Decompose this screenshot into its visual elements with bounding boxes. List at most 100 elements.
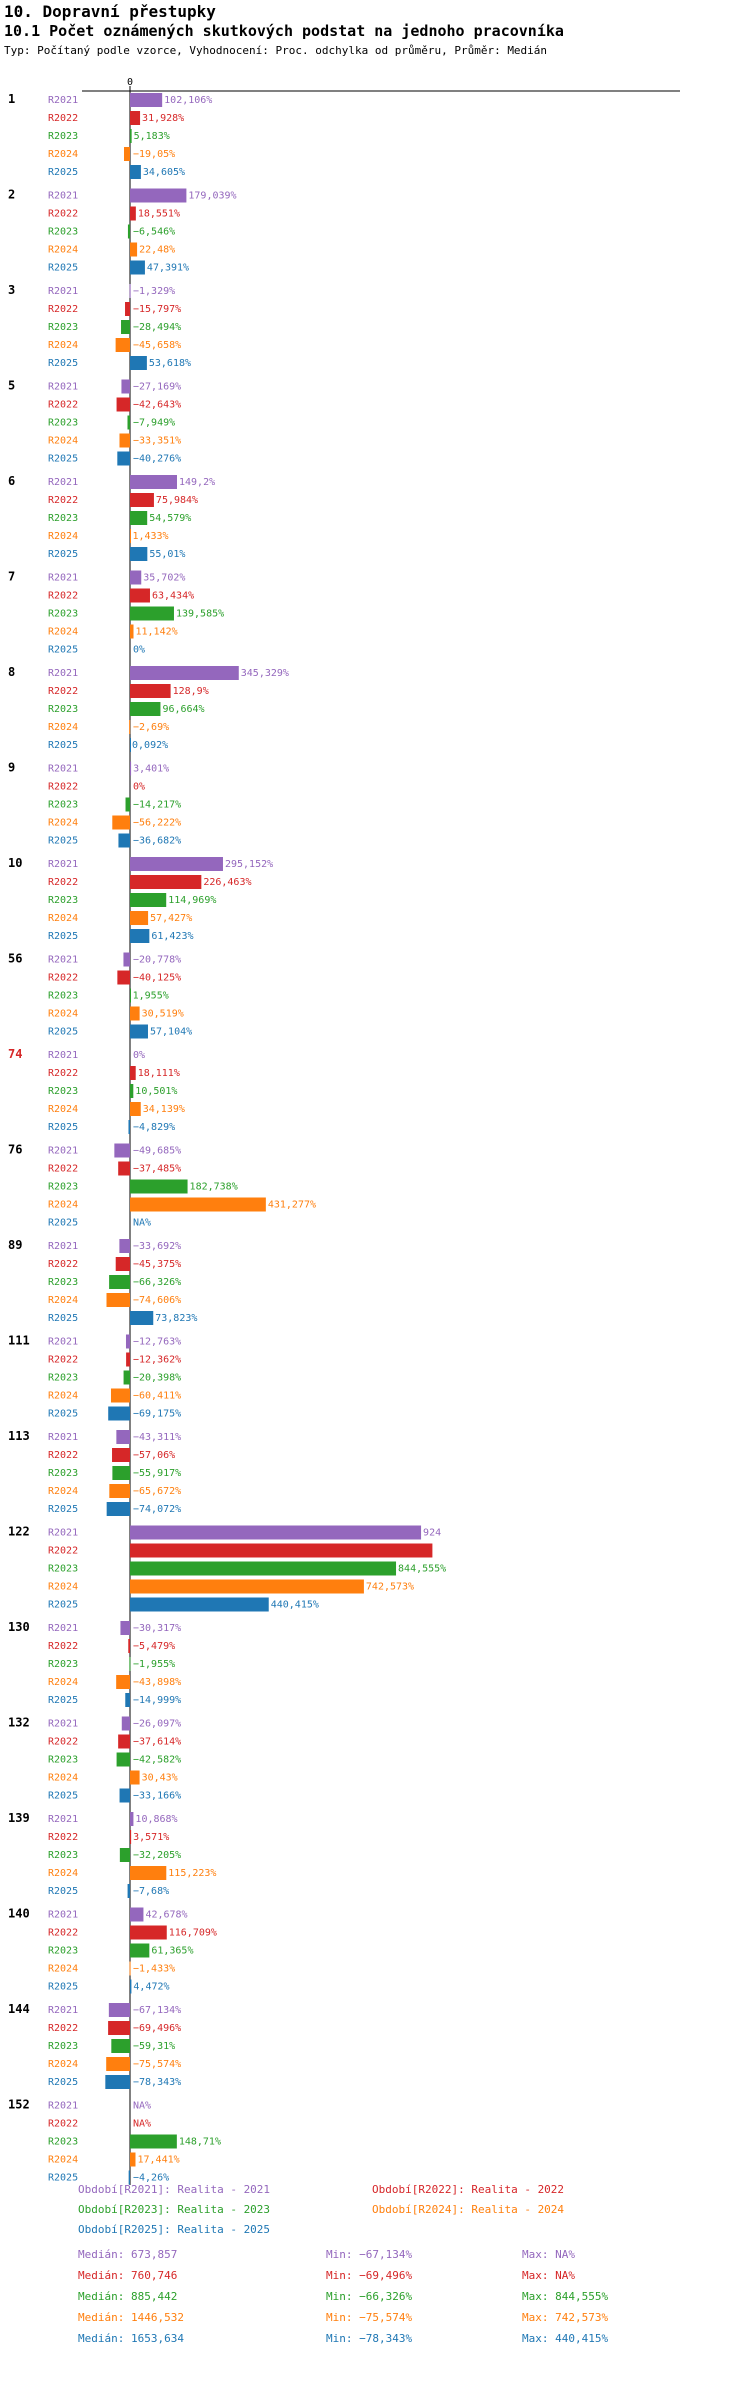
- data-bar: [130, 911, 149, 925]
- data-bar: [119, 1788, 130, 1803]
- data-bar: [115, 1257, 130, 1271]
- series-label: R2023: [48, 800, 78, 811]
- data-bar: [130, 1812, 134, 1826]
- series-label: R2021: [48, 477, 78, 488]
- data-bar: [130, 356, 147, 370]
- data-bar: [130, 929, 150, 943]
- series-label: R2021: [48, 2005, 78, 2016]
- data-bar: [130, 1866, 167, 1880]
- series-label: R2025: [48, 1791, 78, 1802]
- data-label: 226,463%: [203, 877, 251, 888]
- data-bar: [123, 1370, 130, 1385]
- group-label: 113: [8, 1429, 30, 1443]
- data-label: −20,778%: [133, 955, 181, 966]
- data-label: NA%: [133, 2119, 151, 2130]
- data-label: 0%: [133, 645, 145, 656]
- series-label: R2022: [48, 1928, 78, 1939]
- bar-chart: 0 1 R2021 102,106% R2022 31,928% R2023 5,183% R2…: [8, 77, 680, 2185]
- data-label: 4,472%: [133, 1982, 169, 1993]
- group-label: 3: [8, 283, 15, 297]
- max-stat: Max: NA%: [522, 2248, 575, 2261]
- data-bar: [127, 224, 130, 239]
- series-label: R2023: [48, 1755, 78, 1766]
- series-label: R2025: [48, 1409, 78, 1420]
- data-label: −28,494%: [133, 322, 181, 333]
- group-label: 122: [8, 1525, 30, 1539]
- data-label: 148,71%: [179, 2137, 221, 2148]
- data-bar: [130, 1579, 364, 1594]
- series-label: R2025: [48, 2173, 78, 2184]
- data-label: −6,546%: [133, 227, 175, 238]
- data-label: 10,501%: [135, 1086, 177, 1097]
- group-label: 5: [8, 379, 15, 393]
- series-label: R2023: [48, 2041, 78, 2052]
- data-label: −78,343%: [133, 2077, 181, 2088]
- series-label: R2022: [48, 1546, 78, 1557]
- series-label: R2021: [48, 1528, 78, 1539]
- data-bar: [130, 1770, 140, 1785]
- page-title: 10. Dopravní přestupky: [4, 2, 216, 21]
- series-label: R2023: [48, 704, 78, 715]
- data-label: −57,06%: [133, 1450, 175, 1461]
- data-bar: [119, 1848, 130, 1862]
- series-label: R2023: [48, 1182, 78, 1193]
- group-label: 9: [8, 761, 15, 775]
- data-bar: [130, 242, 138, 257]
- series-label: R2022: [48, 1164, 78, 1175]
- data-bar: [114, 1143, 130, 1158]
- group-label: 6: [8, 474, 15, 488]
- data-label: 42,678%: [145, 1910, 187, 1921]
- data-label: −45,375%: [133, 1259, 181, 1270]
- data-bar: [130, 93, 163, 107]
- data-bar: [130, 1197, 266, 1212]
- series-label: R2024: [48, 1104, 78, 1115]
- data-label: 3,401%: [133, 764, 169, 775]
- data-label: −26,097%: [133, 1719, 181, 1730]
- group-label: 132: [8, 1716, 30, 1730]
- data-bar: [125, 1334, 130, 1349]
- data-bar: [121, 320, 130, 334]
- median-stat: Medián: 673,857: [78, 2248, 178, 2261]
- median-stat: Medián: 1653,634: [78, 2332, 184, 2345]
- data-bar: [128, 2170, 130, 2185]
- series-label: R2022: [48, 591, 78, 602]
- series-label: R2021: [48, 859, 78, 870]
- series-label: R2025: [48, 2077, 78, 2088]
- data-label: 431,277%: [268, 1200, 316, 1211]
- series-label: R2021: [48, 1050, 78, 1061]
- data-label: 17,441%: [137, 2155, 179, 2166]
- min-stat: Min: −67,134%: [326, 2248, 413, 2261]
- series-label: R2021: [48, 1146, 78, 1157]
- data-label: 61,365%: [151, 1946, 193, 1957]
- series-label: R2022: [48, 113, 78, 124]
- data-bar: [130, 1179, 188, 1194]
- series-label: R2021: [48, 668, 78, 679]
- data-label: −60,411%: [133, 1391, 181, 1402]
- data-label: 54,579%: [149, 513, 191, 524]
- series-label: R2023: [48, 513, 78, 524]
- data-label: 31,928%: [142, 113, 184, 124]
- series-label: R2022: [48, 1068, 78, 1079]
- series-label: R2025: [48, 454, 78, 465]
- data-label: −12,763%: [133, 1337, 181, 1348]
- series-label: R2022: [48, 1259, 78, 1270]
- data-label: 3,571%: [133, 1832, 169, 1843]
- series-label: R2022: [48, 304, 78, 315]
- data-label: −75,574%: [133, 2059, 181, 2070]
- median-stat: Medián: 1446,532: [78, 2311, 184, 2324]
- series-label: R2024: [48, 1486, 78, 1497]
- legend-entry: Období[R2025]: Realita - 2025: [78, 2223, 271, 2236]
- data-bar: [130, 2152, 136, 2167]
- series-label: R2024: [48, 1868, 78, 1879]
- data-label: 55,01%: [149, 549, 185, 560]
- series-label: R2022: [48, 686, 78, 697]
- median-stat: Medián: 885,442: [78, 2290, 178, 2303]
- data-bar: [123, 147, 130, 161]
- data-bar: [127, 1884, 130, 1898]
- data-label: −15,797%: [133, 304, 181, 315]
- data-label: −66,326%: [133, 1277, 181, 1288]
- series-label: R2025: [48, 1600, 78, 1611]
- data-bar: [130, 493, 154, 507]
- series-label: R2025: [48, 1695, 78, 1706]
- series-label: R2024: [48, 1582, 78, 1593]
